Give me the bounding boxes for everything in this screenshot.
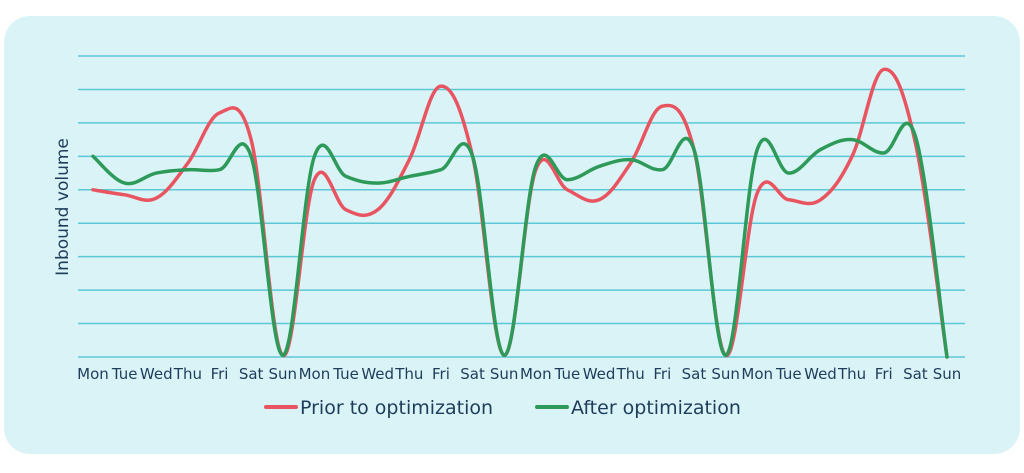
x-tick-label: Mon	[520, 365, 552, 383]
x-tick-label: Tue	[332, 365, 359, 383]
x-tick-label: Tue	[554, 365, 581, 383]
y-axis-label: Inbound volume	[53, 138, 73, 276]
x-tick-label: Wed	[804, 365, 837, 383]
x-tick-label: Sun	[711, 365, 740, 383]
legend: Prior to optimization After optimization	[264, 397, 741, 419]
series-line-after	[91, 121, 949, 359]
grid-lines	[78, 55, 965, 358]
x-tick-label: Mon	[77, 365, 109, 383]
x-tick-label: Fri	[653, 365, 671, 383]
x-tick-label: Sat	[239, 365, 264, 383]
series-lines	[91, 67, 949, 359]
x-tick-label: Fri	[432, 365, 450, 383]
x-tick-label: Sat	[460, 365, 485, 383]
x-tick-label: Mon	[741, 365, 773, 383]
x-tick-label: Sat	[903, 365, 928, 383]
x-tick-label: Sun	[269, 365, 298, 383]
x-tick-label: Mon	[299, 365, 331, 383]
series-line-prior	[91, 67, 949, 359]
x-tick-label: Tue	[775, 365, 802, 383]
x-tick-label: Thu	[173, 365, 202, 383]
x-tick-label: Fri	[211, 365, 229, 383]
x-tick-label: Wed	[361, 365, 394, 383]
x-tick-label: Thu	[616, 365, 645, 383]
x-tick-label: Fri	[875, 365, 893, 383]
legend-label: Prior to optimization	[300, 397, 493, 419]
x-tick-label: Thu	[394, 365, 423, 383]
x-tick-labels: Mon Tue Wed Thu Fri Sat Sun Mon Tue Wed Thu Fri Sat S…	[77, 365, 961, 383]
x-tick-label: Wed	[140, 365, 173, 383]
x-tick-label: Sat	[682, 365, 707, 383]
x-tick-label: Sun	[490, 365, 519, 383]
x-tick-label: Sun	[933, 365, 962, 383]
x-tick-label: Tue	[111, 365, 138, 383]
legend-label: After optimization	[571, 397, 741, 419]
x-tick-label: Wed	[583, 365, 616, 383]
x-tick-label: Thu	[837, 365, 866, 383]
